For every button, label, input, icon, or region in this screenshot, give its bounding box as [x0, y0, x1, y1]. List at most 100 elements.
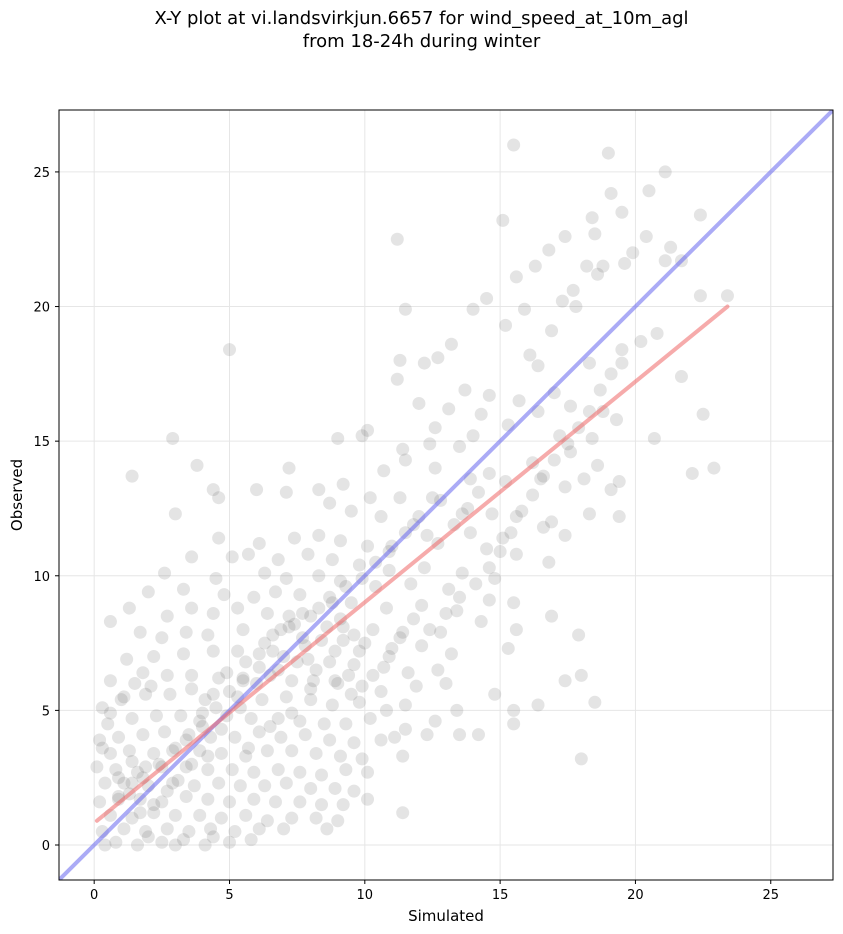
- data-point: [185, 682, 199, 696]
- data-point: [536, 520, 550, 534]
- data-point: [482, 388, 496, 402]
- data-point: [444, 647, 458, 661]
- data-point: [287, 617, 301, 631]
- data-point: [109, 763, 123, 777]
- data-point: [236, 674, 250, 688]
- data-point: [285, 674, 299, 688]
- data-point: [453, 590, 467, 604]
- y-tick-label: 20: [33, 301, 50, 316]
- data-point: [271, 763, 285, 777]
- data-point: [509, 270, 523, 284]
- data-point: [103, 746, 117, 760]
- data-point: [474, 615, 488, 629]
- data-point: [480, 291, 494, 305]
- data-point: [434, 625, 448, 639]
- data-point: [431, 351, 445, 365]
- data-point: [193, 744, 207, 758]
- data-point: [252, 536, 266, 550]
- data-point: [323, 496, 337, 510]
- data-point: [122, 744, 136, 758]
- data-point: [339, 717, 353, 731]
- data-point: [274, 623, 288, 637]
- data-point: [312, 528, 326, 542]
- plot-frame: [58, 109, 834, 881]
- data-point: [428, 714, 442, 728]
- data-point: [409, 679, 423, 693]
- data-point: [250, 483, 264, 497]
- data-point: [707, 461, 721, 475]
- data-point: [415, 639, 429, 653]
- data-point: [317, 717, 331, 731]
- data-point: [509, 623, 523, 637]
- data-point: [542, 555, 556, 569]
- data-point: [398, 722, 412, 736]
- data-point: [685, 466, 699, 480]
- data-point: [233, 779, 247, 793]
- data-point: [247, 590, 261, 604]
- data-point: [463, 526, 477, 540]
- data-point: [379, 703, 393, 717]
- data-point: [255, 693, 269, 707]
- data-point: [347, 658, 361, 672]
- data-point: [179, 790, 193, 804]
- data-point: [344, 687, 358, 701]
- data-point: [201, 749, 215, 763]
- data-point: [382, 650, 396, 664]
- data-point: [342, 668, 356, 682]
- x-tick-label: 5: [225, 888, 233, 903]
- data-point: [396, 749, 410, 763]
- data-point: [212, 776, 226, 790]
- data-point: [160, 822, 174, 836]
- data-point: [201, 763, 215, 777]
- data-point: [258, 779, 272, 793]
- data-point: [634, 335, 648, 349]
- data-point: [582, 507, 596, 521]
- x-tick-label: 10: [357, 888, 374, 903]
- data-point: [333, 534, 347, 548]
- data-point: [298, 728, 312, 742]
- data-point: [509, 510, 523, 524]
- data-point: [258, 566, 272, 580]
- data-point: [304, 609, 318, 623]
- data-point: [139, 760, 153, 774]
- data-point: [563, 399, 577, 413]
- data-point: [201, 792, 215, 806]
- data-point: [385, 641, 399, 655]
- data-point: [133, 806, 147, 820]
- data-point: [185, 668, 199, 682]
- data-point: [325, 553, 339, 567]
- data-point: [168, 741, 182, 755]
- data-point: [187, 779, 201, 793]
- identity-line: [59, 110, 833, 880]
- data-point: [212, 671, 226, 685]
- data-point: [415, 598, 429, 612]
- data-point: [588, 695, 602, 709]
- data-point: [558, 230, 572, 244]
- y-tick-label: 10: [33, 570, 50, 585]
- data-point: [139, 687, 153, 701]
- data-point: [355, 679, 369, 693]
- data-point: [285, 744, 299, 758]
- data-point: [304, 693, 318, 707]
- data-point: [482, 466, 496, 480]
- data-point: [420, 728, 434, 742]
- data-point: [176, 582, 190, 596]
- data-point: [160, 668, 174, 682]
- data-point: [293, 588, 307, 602]
- x-tick-label: 20: [627, 888, 644, 903]
- data-point: [117, 822, 131, 836]
- data-point: [125, 711, 139, 725]
- data-point: [531, 698, 545, 712]
- data-point: [301, 547, 315, 561]
- data-point: [271, 553, 285, 567]
- data-point: [95, 741, 109, 755]
- data-point: [442, 582, 456, 596]
- data-point: [720, 289, 734, 303]
- data-point: [252, 725, 266, 739]
- data-point: [323, 655, 337, 669]
- data-point: [474, 407, 488, 421]
- data-point: [333, 749, 347, 763]
- data-point: [309, 663, 323, 677]
- data-point: [112, 730, 126, 744]
- data-point: [615, 205, 629, 219]
